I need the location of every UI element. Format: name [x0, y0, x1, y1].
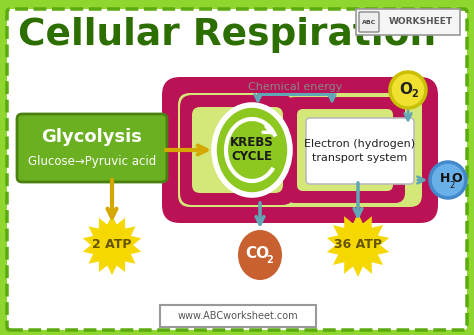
FancyBboxPatch shape	[17, 114, 167, 182]
Ellipse shape	[214, 105, 290, 195]
Text: O: O	[452, 173, 462, 186]
FancyBboxPatch shape	[306, 118, 414, 184]
FancyBboxPatch shape	[7, 9, 467, 330]
Text: ABC: ABC	[362, 19, 376, 24]
FancyBboxPatch shape	[160, 305, 316, 327]
Text: KREBS: KREBS	[230, 135, 274, 148]
Text: 36 ATP: 36 ATP	[334, 239, 382, 252]
Text: H: H	[440, 173, 450, 186]
Text: O: O	[400, 81, 412, 96]
Text: 2 ATP: 2 ATP	[92, 239, 132, 252]
FancyBboxPatch shape	[285, 97, 405, 203]
Circle shape	[430, 162, 466, 198]
FancyBboxPatch shape	[178, 93, 422, 207]
Text: Electron (hydrogen)
transport system: Electron (hydrogen) transport system	[304, 139, 416, 163]
FancyBboxPatch shape	[359, 12, 379, 32]
Polygon shape	[327, 213, 389, 277]
FancyBboxPatch shape	[356, 9, 460, 35]
Circle shape	[390, 72, 426, 108]
FancyBboxPatch shape	[297, 109, 393, 191]
FancyBboxPatch shape	[180, 95, 294, 205]
Text: CO: CO	[245, 246, 269, 261]
Text: Chemical energy: Chemical energy	[248, 82, 342, 92]
Text: 2: 2	[411, 89, 419, 99]
Text: WORKSHEET: WORKSHEET	[389, 17, 453, 26]
Text: Glycolysis: Glycolysis	[42, 128, 143, 146]
FancyBboxPatch shape	[192, 107, 283, 193]
Ellipse shape	[238, 230, 282, 280]
Text: CYCLE: CYCLE	[231, 149, 273, 162]
Polygon shape	[83, 215, 141, 275]
FancyBboxPatch shape	[162, 77, 438, 223]
Text: 2: 2	[449, 181, 455, 190]
Text: Glucose→Pyruvic acid: Glucose→Pyruvic acid	[28, 154, 156, 168]
Text: Cellular Respiration: Cellular Respiration	[18, 17, 436, 53]
Text: www.ABCworksheet.com: www.ABCworksheet.com	[178, 311, 298, 321]
Text: 2: 2	[266, 255, 273, 265]
